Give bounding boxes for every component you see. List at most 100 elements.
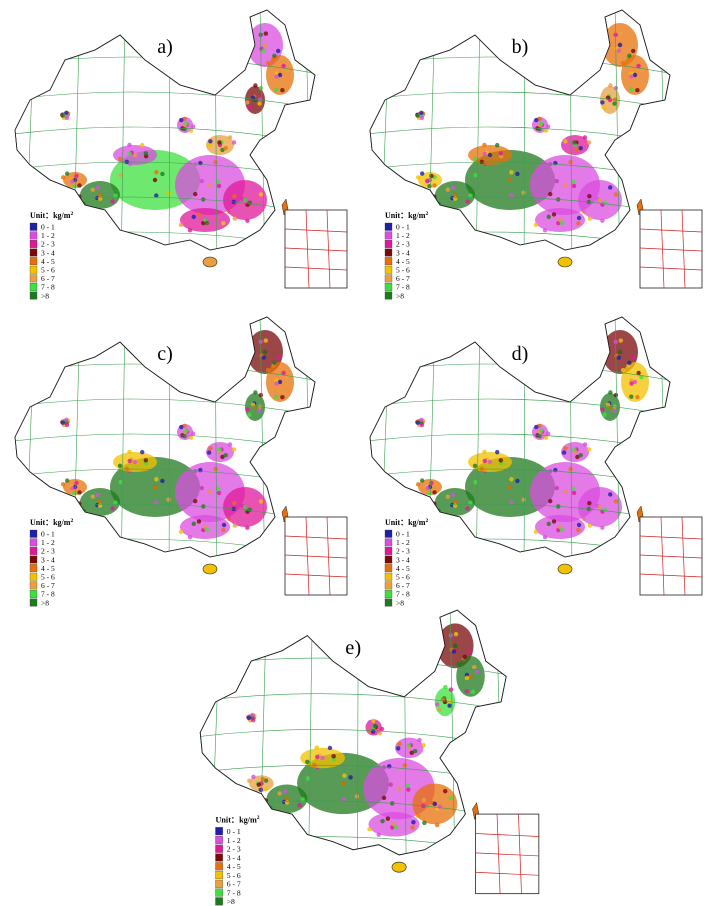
value-speck <box>221 522 227 528</box>
inset-grid <box>475 871 539 876</box>
value-speck <box>110 199 115 204</box>
value-speck <box>617 42 623 48</box>
legend-swatch <box>384 547 393 555</box>
inset-grid <box>660 209 665 289</box>
value-speck <box>451 649 457 654</box>
value-speck <box>559 527 565 533</box>
legend-swatch <box>29 265 38 274</box>
graticule <box>120 317 126 557</box>
value-speck <box>263 338 269 343</box>
inset-frame <box>639 516 703 596</box>
legend-label: 6 - 7 <box>41 274 55 283</box>
value-speck <box>206 450 212 455</box>
legend-title: Unit：kg/m2 <box>385 518 428 527</box>
value-speck <box>448 687 454 692</box>
graticule <box>308 610 313 855</box>
value-speck <box>74 173 79 179</box>
map-panel: d) Unit：kg/m2 0 - 11 - 22 - 33 - 44 - 55 -… <box>369 316 703 607</box>
value-speck <box>154 477 159 482</box>
value-speck <box>190 431 196 436</box>
legend-label: >8 <box>41 598 49 607</box>
inset-grid <box>284 228 348 233</box>
legend-label: 1 - 2 <box>396 538 410 547</box>
value-speck <box>245 218 250 223</box>
value-speck <box>60 482 66 487</box>
legend-title: Unit：kg/m2 <box>30 518 73 527</box>
value-speck <box>507 484 513 490</box>
value-speck <box>74 480 79 486</box>
value-speck <box>160 171 165 177</box>
legend-label: 3 - 4 <box>41 248 55 257</box>
graticule <box>15 398 315 418</box>
value-speck <box>575 454 580 460</box>
value-speck <box>190 124 196 129</box>
legend-swatch <box>29 248 38 257</box>
value-speck <box>415 420 420 425</box>
value-speck <box>587 216 592 221</box>
value-speck <box>432 183 437 188</box>
value-speck <box>608 83 613 88</box>
value-speck <box>178 222 184 227</box>
legend-title: Unit：kg/m2 <box>216 815 260 824</box>
value-speck <box>474 669 480 674</box>
legend-label: 6 - 7 <box>227 880 241 889</box>
value-speck <box>533 222 539 227</box>
hainan <box>557 563 573 575</box>
value-speck <box>482 151 487 157</box>
map-panel: a) Unit：kg/m2 0 - 11 - 22 - 33 - 44 - 55 -… <box>14 9 348 300</box>
value-speck <box>95 185 101 191</box>
value-speck <box>367 720 373 725</box>
value-speck <box>636 63 641 69</box>
inset-grid <box>496 814 501 894</box>
value-speck <box>600 407 605 412</box>
value-speck <box>452 503 458 508</box>
value-speck <box>453 631 459 637</box>
value-speck <box>64 171 70 176</box>
value-speck <box>90 494 96 499</box>
legend-swatch <box>384 240 393 248</box>
value-speck <box>242 197 248 203</box>
legend-label: 7 - 8 <box>396 590 410 599</box>
value-speck <box>521 190 526 195</box>
value-speck <box>576 215 582 221</box>
value-speck <box>262 42 268 48</box>
legend-swatch <box>215 897 223 906</box>
legend-label: 3 - 4 <box>227 853 241 862</box>
value-speck <box>629 87 634 92</box>
value-speck <box>498 151 504 156</box>
china-outline <box>199 609 507 856</box>
value-speck <box>284 374 289 380</box>
value-speck <box>204 527 210 533</box>
value-speck <box>395 746 401 751</box>
value-speck <box>198 160 203 166</box>
value-speck <box>245 407 250 412</box>
value-speck <box>284 796 290 802</box>
legend-swatch <box>384 274 393 283</box>
value-speck <box>118 479 123 485</box>
value-speck <box>639 67 644 73</box>
value-speck <box>154 500 159 505</box>
legend-label: 6 - 7 <box>41 581 55 590</box>
legend-label: 2 - 3 <box>227 845 241 854</box>
graticule <box>370 398 670 418</box>
value-speck <box>143 151 149 156</box>
value-speck <box>515 478 520 484</box>
value-speck <box>193 498 198 504</box>
legend-swatch <box>215 879 223 888</box>
legend-swatch <box>384 529 393 538</box>
legend-swatch <box>384 265 393 274</box>
value-speck <box>466 649 471 655</box>
value-speck <box>261 355 266 360</box>
value-speck <box>245 100 250 105</box>
value-speck <box>127 151 132 157</box>
value-speck <box>70 485 75 491</box>
value-speck <box>281 63 286 69</box>
value-speck <box>396 786 402 791</box>
inset-frame <box>284 209 348 289</box>
value-speck <box>539 428 544 433</box>
value-speck <box>509 193 514 198</box>
value-speck <box>613 392 619 398</box>
value-speck <box>245 358 250 363</box>
value-speck <box>636 370 641 376</box>
inset-grid <box>475 833 539 837</box>
